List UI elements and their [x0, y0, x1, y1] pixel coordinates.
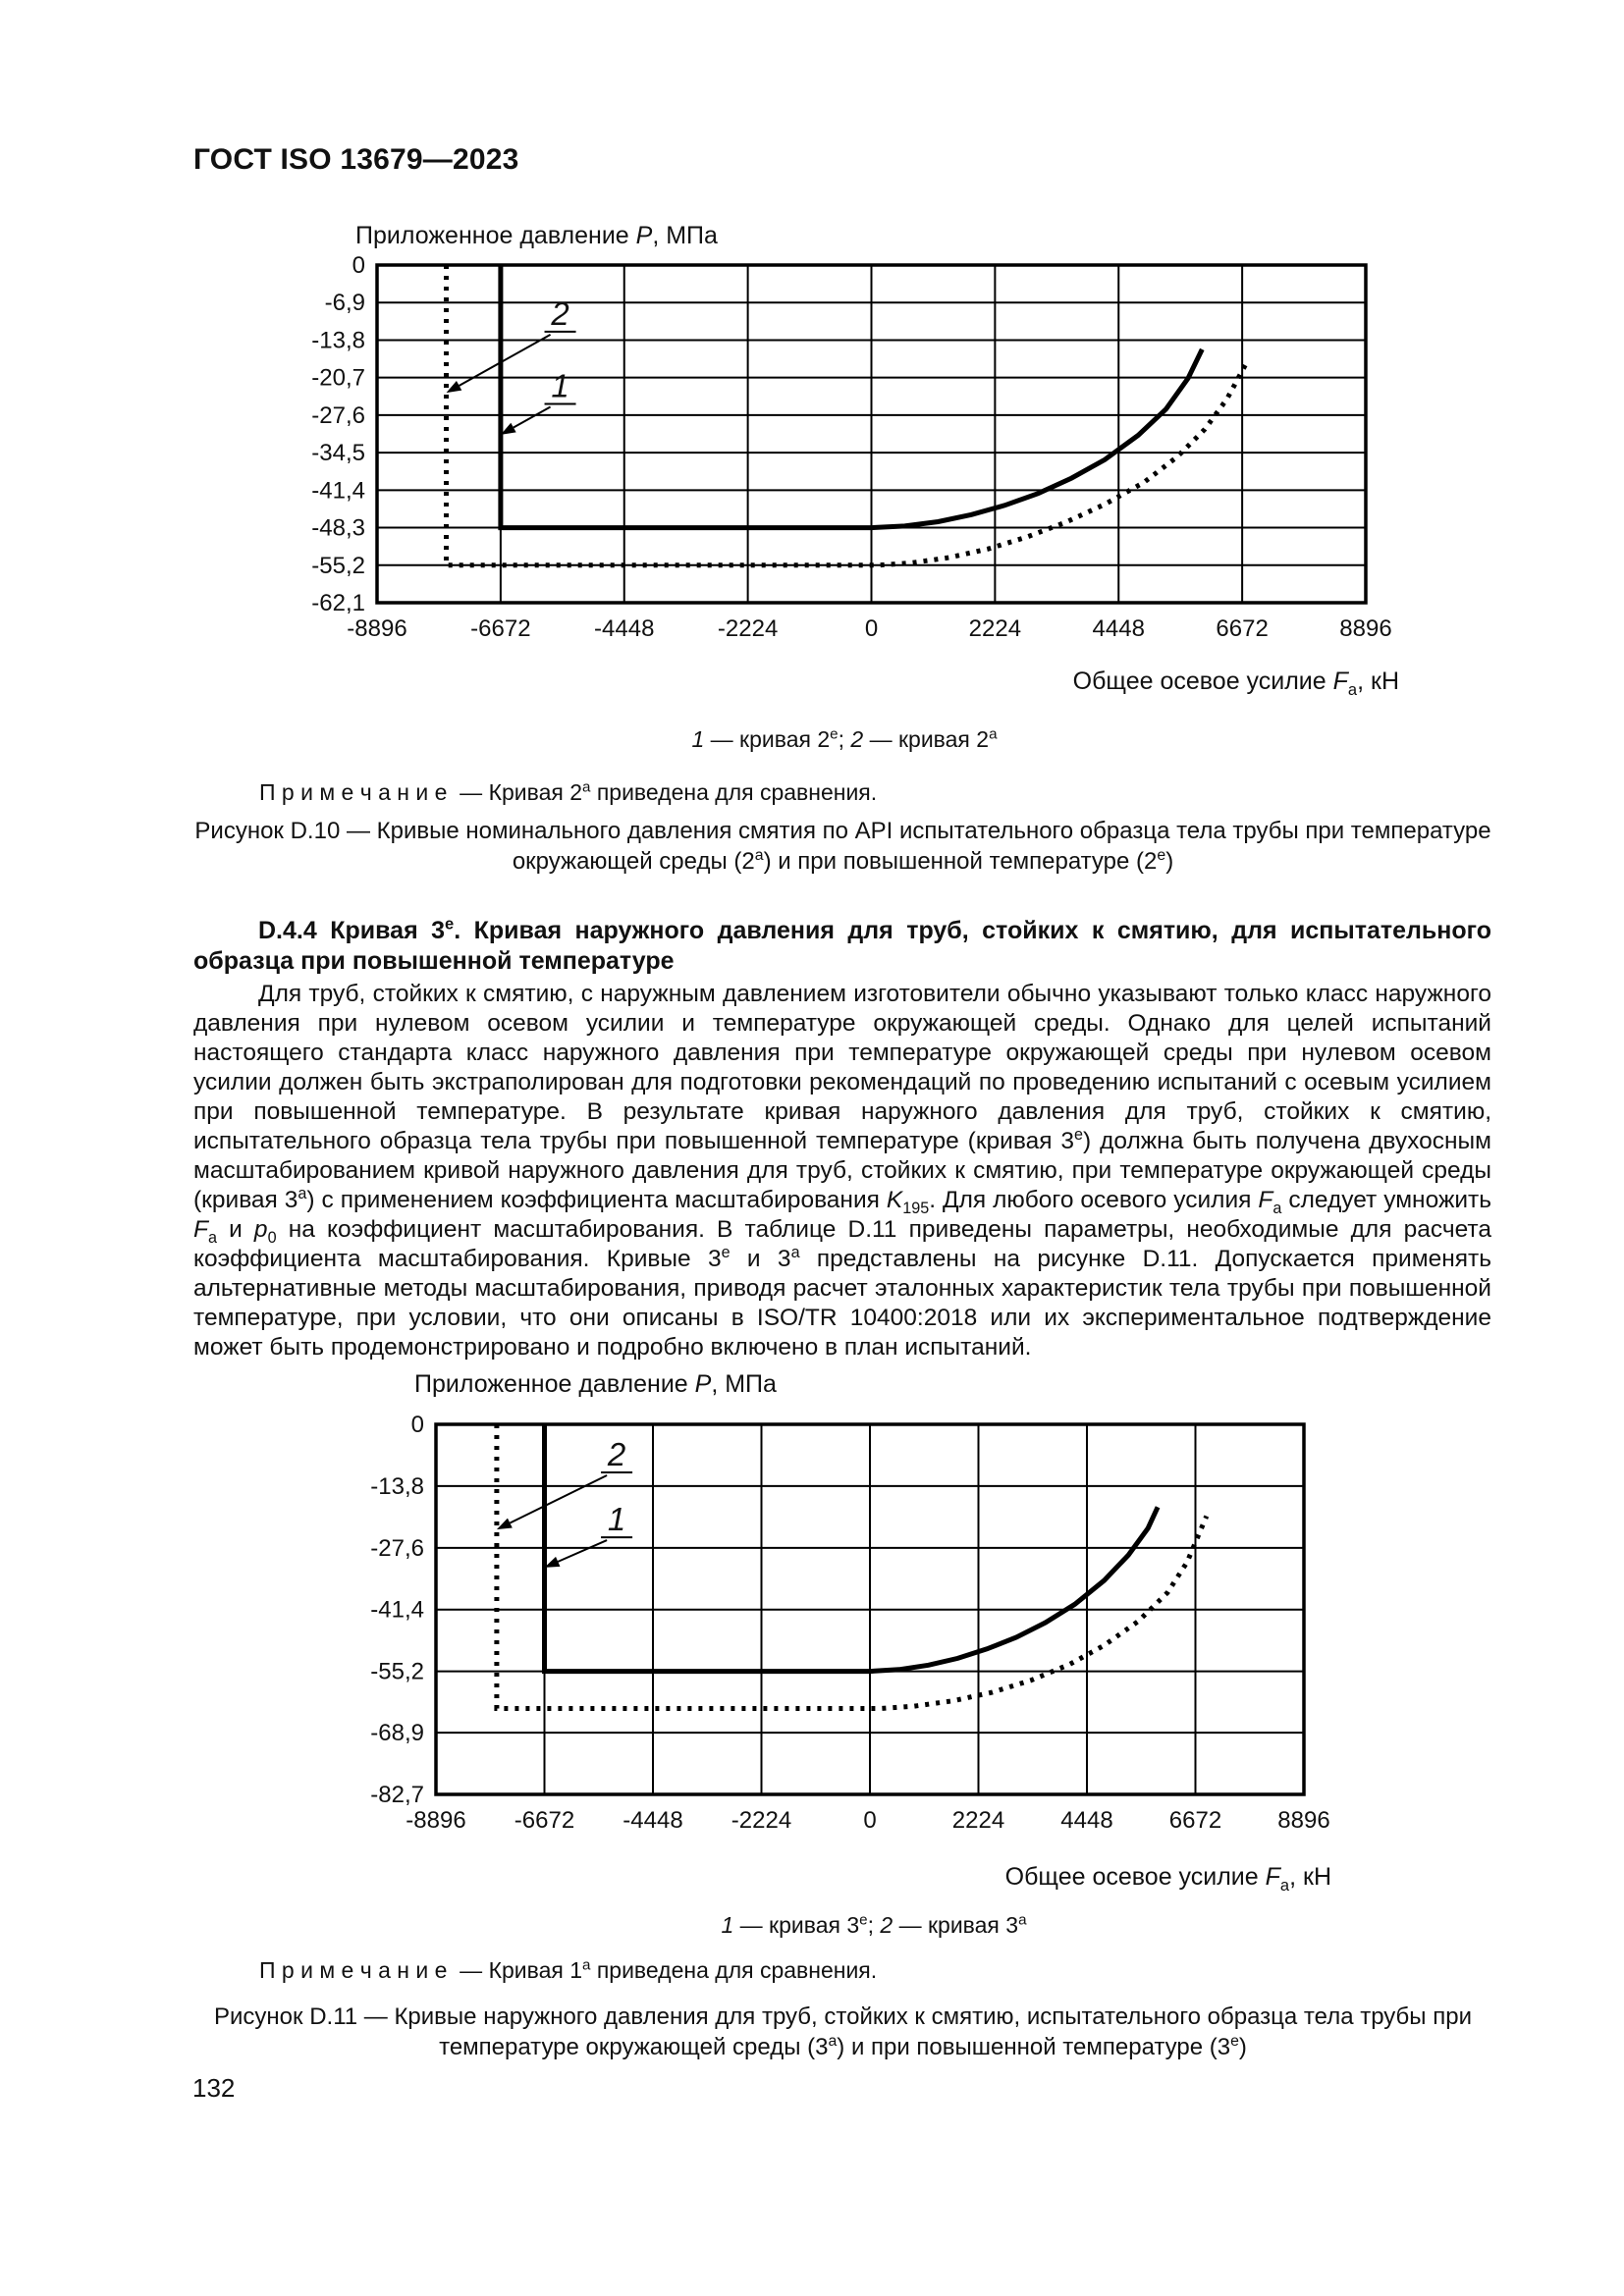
- svg-text:2: 2: [550, 295, 568, 332]
- svg-text:8896: 8896: [1339, 615, 1391, 642]
- figure-d10-y-axis-title: Приложенное давление Р, МПа: [355, 222, 718, 249]
- svg-text:-27,6: -27,6: [370, 1535, 424, 1562]
- svg-text:-13,8: -13,8: [370, 1473, 424, 1500]
- svg-text:0: 0: [411, 1412, 424, 1438]
- svg-text:-27,6: -27,6: [311, 402, 365, 429]
- svg-text:0: 0: [352, 252, 365, 279]
- document-header: ГОСТ ISO 13679—2023: [193, 143, 519, 176]
- svg-text:2: 2: [607, 1436, 625, 1472]
- svg-text:0: 0: [865, 615, 878, 642]
- section-d44-heading: D.4.4 Кривая 3е. Кривая наружного давлен…: [193, 915, 1491, 975]
- figure-d10-legend: 1 — кривая 2е; 2 — кривая 2а: [691, 725, 998, 752]
- figure-d11-y-axis-title: Приложенное давление Р, МПа: [414, 1370, 777, 1398]
- svg-text:4448: 4448: [1093, 615, 1145, 642]
- svg-text:-48,3: -48,3: [311, 515, 365, 542]
- svg-text:-13,8: -13,8: [311, 327, 365, 353]
- svg-text:-55,2: -55,2: [311, 553, 365, 579]
- figure-d11-caption: Рисунок D.11 — Кривые наружного давления…: [214, 2003, 1472, 2060]
- svg-text:-68,9: -68,9: [370, 1720, 424, 1746]
- svg-text:-55,2: -55,2: [370, 1659, 424, 1685]
- figure-d10-x-axis-title: Общее осевое усилие Fа, кН: [1072, 667, 1399, 699]
- svg-text:-41,4: -41,4: [311, 477, 365, 504]
- svg-text:1: 1: [551, 368, 568, 404]
- svg-text:6672: 6672: [1216, 615, 1268, 642]
- svg-text:2224: 2224: [969, 615, 1021, 642]
- svg-text:-41,4: -41,4: [370, 1597, 424, 1624]
- svg-text:1: 1: [608, 1501, 625, 1537]
- svg-text:-20,7: -20,7: [311, 365, 365, 392]
- page-number: 132: [192, 2073, 236, 2103]
- svg-text:8896: 8896: [1277, 1807, 1329, 1834]
- figure-d10-note: П р и м е ч а н и е — Кривая 2а приведен…: [259, 778, 878, 805]
- svg-text:-82,7: -82,7: [370, 1782, 424, 1808]
- svg-text:-8896: -8896: [406, 1807, 465, 1834]
- svg-text:-34,5: -34,5: [311, 440, 365, 466]
- figure-d10-chart: 0 -6,9 -13,8 -20,7 -27,6 -34,5 -41,4 -48,3 -55,2…: [311, 252, 1391, 642]
- svg-text:-4448: -4448: [623, 1807, 682, 1834]
- svg-text:-6672: -6672: [514, 1807, 574, 1834]
- svg-text:-62,1: -62,1: [311, 590, 365, 616]
- svg-text:2224: 2224: [952, 1807, 1004, 1834]
- svg-text:6672: 6672: [1169, 1807, 1221, 1834]
- svg-text:-2224: -2224: [718, 615, 778, 642]
- figure-d11-legend: 1 — кривая 3е; 2 — кривая 3а: [721, 1911, 1027, 1938]
- svg-text:-6672: -6672: [470, 615, 530, 642]
- svg-text:-2224: -2224: [731, 1807, 791, 1834]
- figure-d11-x-axis-title: Общее осевое усилие Fа, кН: [1004, 1863, 1331, 1895]
- svg-text:-6,9: -6,9: [325, 290, 365, 316]
- svg-text:-4448: -4448: [594, 615, 654, 642]
- section-d44-paragraph: Для труб, стойких к смятию, с наружным д…: [193, 981, 1492, 1361]
- figure-d11-note: П р и м е ч а н и е — Кривая 1а приведен…: [259, 1956, 878, 1983]
- figure-d11-chart: 0 -13,8 -27,6 -41,4 -55,2 -68,9 -82,7-8896 -667…: [370, 1412, 1329, 1834]
- svg-text:-8896: -8896: [347, 615, 406, 642]
- figure-d10-caption: Рисунок D.10 — Кривые номинального давле…: [194, 818, 1491, 875]
- svg-text:4448: 4448: [1060, 1807, 1112, 1834]
- svg-text:0: 0: [863, 1807, 876, 1834]
